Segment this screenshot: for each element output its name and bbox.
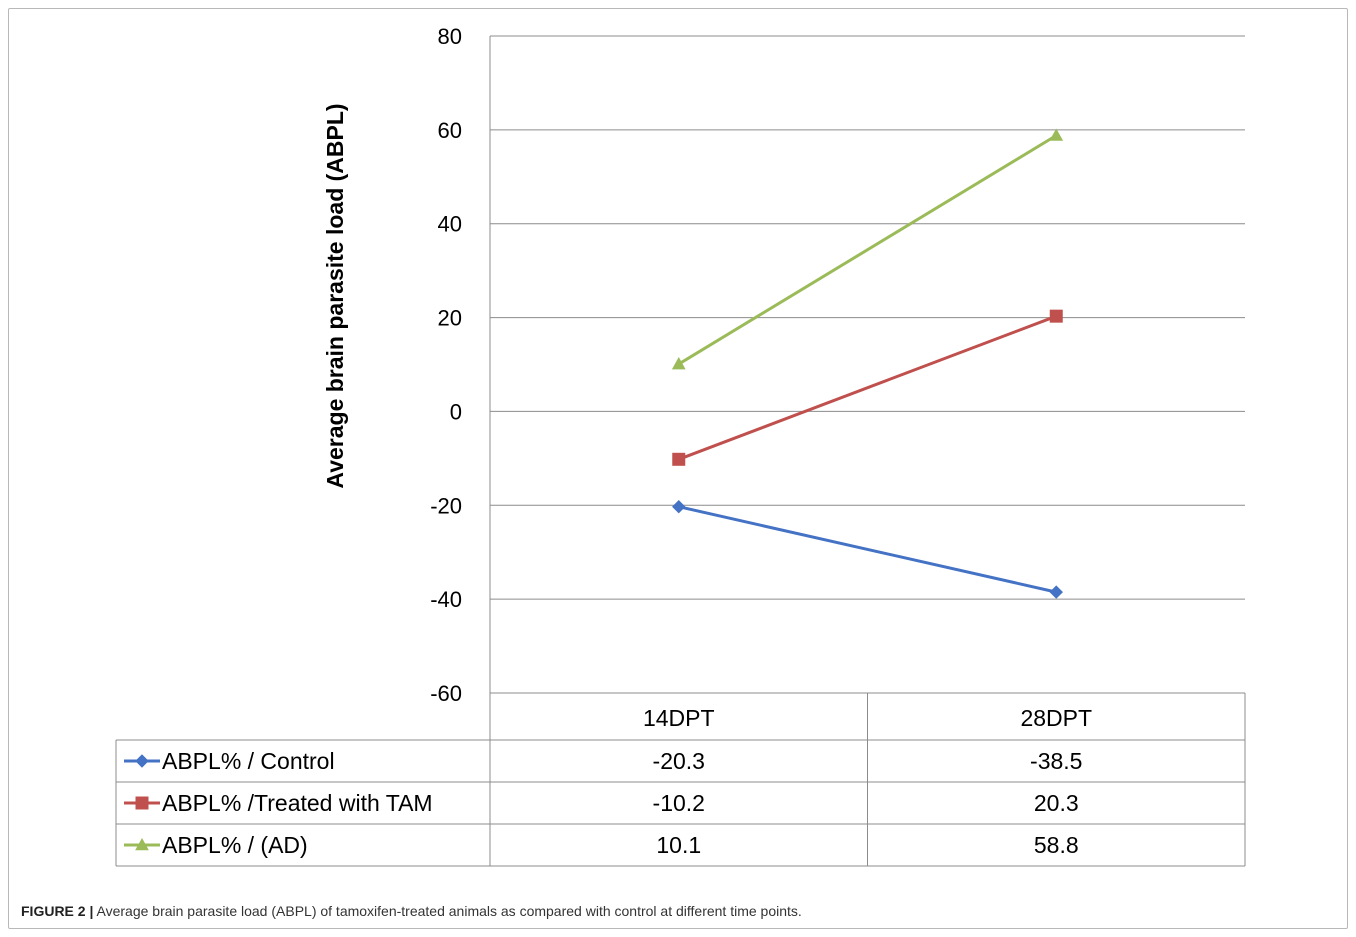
data-point	[1049, 309, 1063, 323]
y-tick-label: -20	[430, 493, 462, 518]
caption-label: FIGURE 2 |	[21, 903, 94, 919]
data-point	[1049, 585, 1063, 599]
caption-text: Average brain parasite load (ABPL) of ta…	[96, 903, 802, 919]
data-value-label: -38.5	[1030, 748, 1082, 774]
data-point	[671, 357, 686, 370]
data-table: 14DPT 28DPT ABPL% / Control -20.3 -38.5 ABPL%…	[115, 693, 1246, 867]
category-label: 28DPT	[1020, 705, 1092, 731]
y-tick-label: 60	[438, 118, 462, 143]
legend-entry: ABPL% / (AD)	[162, 832, 308, 858]
legend-key-marker	[135, 837, 149, 851]
y-axis-title: Average brain parasite load (ABPL)	[322, 103, 348, 488]
data-value-label: -10.2	[653, 790, 705, 816]
figure-caption: FIGURE 2 | Average brain parasite load (…	[21, 903, 802, 919]
y-tick-label: -60	[430, 681, 462, 706]
y-tick-label: 20	[438, 306, 462, 331]
series-line	[678, 505, 1057, 594]
legend-entry: ABPL% /Treated with TAM	[162, 790, 433, 816]
category-label: 14DPT	[643, 705, 715, 731]
data-point	[672, 499, 686, 514]
y-tick-label: -40	[430, 587, 462, 612]
y-tick-label: 80	[438, 24, 462, 49]
data-value-label: 10.1	[656, 832, 701, 858]
series-line	[678, 314, 1057, 461]
data-point	[672, 452, 686, 466]
axis-labels: 80 60 40 20 0 -20 -40 -60 Average brain parasite…	[322, 24, 462, 706]
data-point	[1049, 128, 1064, 141]
legend-entry: ABPL% / Control	[162, 748, 335, 774]
series-group	[671, 128, 1064, 599]
data-value-label: 58.8	[1034, 832, 1079, 858]
y-tick-label: 40	[438, 212, 462, 237]
data-value-label: 20.3	[1034, 790, 1079, 816]
gridlines	[489, 35, 1245, 694]
data-value-label: -20.3	[653, 748, 705, 774]
figure-frame	[8, 8, 1348, 929]
series-line	[677, 134, 1058, 366]
y-tick-label: 0	[450, 399, 462, 424]
legend-key-marker	[135, 754, 149, 768]
line-chart: 14DPT 28DPT ABPL% / Control -20.3 -38.5 ABPL%…	[115, 24, 1246, 867]
legend-key-marker	[135, 796, 149, 810]
